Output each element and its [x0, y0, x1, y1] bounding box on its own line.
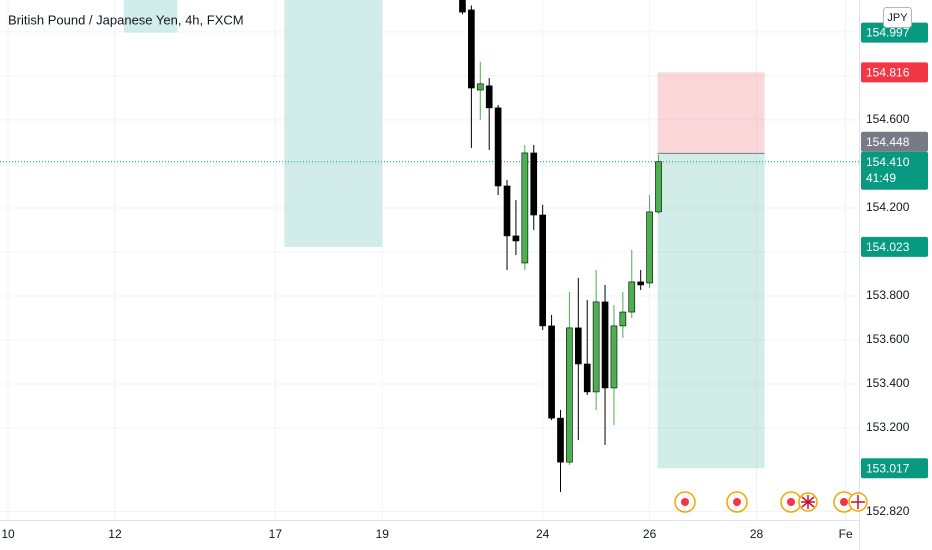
y-tick-label: 153.400: [866, 376, 910, 390]
candle-body: [583, 363, 591, 393]
candle-body: [539, 214, 546, 327]
candle-body: [655, 161, 662, 213]
candle-body: [628, 281, 636, 313]
price-badge: [861, 62, 928, 83]
candle-body: [494, 107, 502, 187]
candle-body: [476, 83, 484, 91]
price-badge-label: 154.448: [866, 135, 910, 149]
stop-zone: [657, 153, 765, 469]
x-tick-label: Fe: [839, 527, 853, 541]
last-price-badge: [861, 151, 928, 190]
currency-label[interactable]: JPY: [887, 12, 908, 24]
candle-body: [557, 417, 564, 463]
candle-body: [610, 325, 618, 389]
price-badge-label: 154.816: [866, 66, 910, 80]
currency-button[interactable]: JPY: [883, 7, 912, 28]
plot: [0, 0, 859, 493]
candle-body: [637, 281, 645, 286]
price-badge: [861, 458, 928, 479]
candle-body: [619, 311, 627, 327]
event-icon[interactable]: [848, 492, 868, 512]
zone: [123, 0, 178, 33]
x-tick-label: 28: [750, 527, 764, 541]
price-badge: [861, 131, 928, 152]
candle-body: [459, 0, 466, 13]
y-tick-label: 154.600: [866, 112, 910, 126]
x-tick-label: 19: [376, 527, 390, 541]
event-icon[interactable]: [726, 491, 748, 513]
event-icon[interactable]: [833, 491, 855, 513]
candle-body: [548, 325, 555, 419]
chart-title: British Pound / Japanese Yen, 4h, FXCM: [8, 12, 244, 27]
events: [674, 491, 868, 513]
candle-body: [646, 211, 653, 284]
zone: [284, 0, 383, 247]
x-tick-label: 24: [536, 527, 550, 541]
candle-body: [566, 327, 573, 463]
price-badge: [861, 236, 928, 257]
candle-body: [485, 85, 493, 109]
candle-body: [601, 301, 609, 389]
x-tick-label: 17: [269, 527, 283, 541]
x-tick-label: 26: [643, 527, 657, 541]
countdown-label: 41:49: [866, 171, 896, 185]
candle-body: [574, 327, 582, 365]
candle-body: [468, 9, 475, 89]
x-tick-label: 12: [108, 527, 122, 541]
price-badge: [861, 22, 928, 43]
event-icon[interactable]: [798, 492, 818, 512]
last-price-label: 154.410: [866, 155, 910, 169]
candle-body: [503, 185, 511, 237]
y-tick-label: 153.600: [866, 332, 910, 346]
axes: 152.820 153.200 153.400 153.600 153.800 154.0…: [1, 22, 928, 541]
candle-body: [512, 235, 520, 242]
x-tick-label: 10: [1, 527, 15, 541]
price-badge-label: 154.997: [866, 26, 910, 40]
y-tick-label: 154.200: [866, 200, 910, 214]
event-icon[interactable]: [780, 491, 802, 513]
y-tick-label: 153.200: [866, 420, 910, 434]
y-tick-label: 152.820: [866, 504, 910, 518]
price-badge-label: 154.023: [866, 240, 910, 254]
price-badge-label: 153.017: [866, 461, 910, 475]
candle-body: [521, 152, 529, 264]
candle-body: [530, 152, 538, 216]
target-zone: [657, 72, 765, 154]
candle-body: [592, 301, 600, 393]
y-tick-label: 153.800: [866, 288, 910, 302]
event-icon[interactable]: [674, 491, 696, 513]
